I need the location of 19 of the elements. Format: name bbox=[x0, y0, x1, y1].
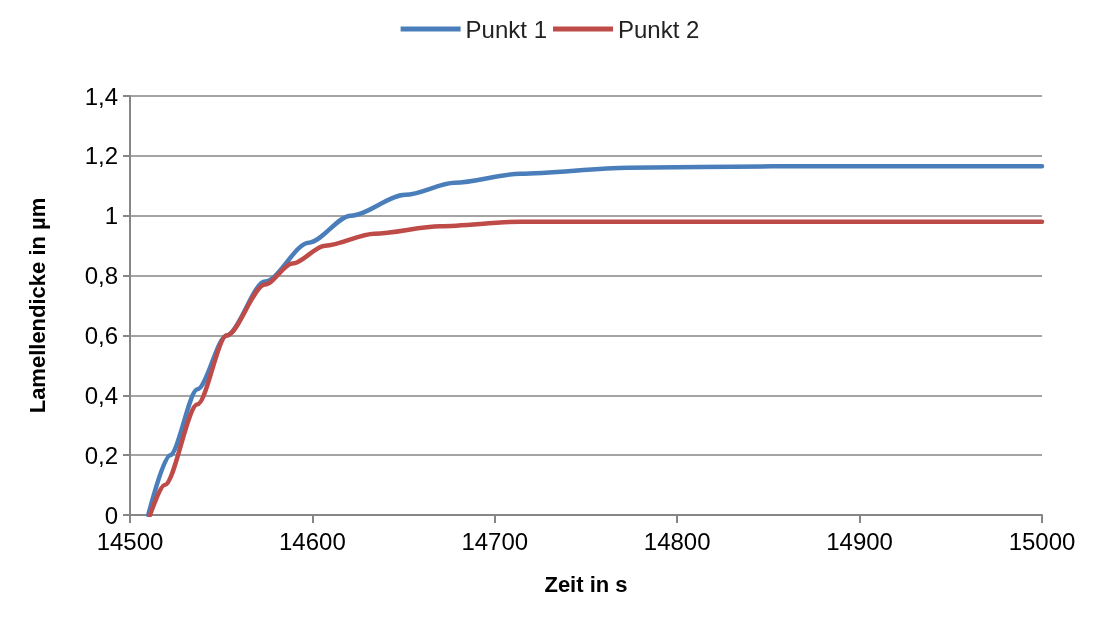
y-tick-label: 1,2 bbox=[84, 142, 118, 170]
y-tick-label: 0,2 bbox=[84, 441, 118, 469]
line-series bbox=[147, 219, 1045, 518]
legend-label: Punkt 1 bbox=[465, 15, 547, 43]
x-tick-label: 14800 bbox=[643, 527, 711, 555]
y-tick-label: 1 bbox=[104, 202, 118, 230]
x-tick-label: 14900 bbox=[826, 527, 893, 555]
y-tick-label: 0,4 bbox=[84, 381, 118, 409]
y-tick-label: 1,4 bbox=[84, 82, 118, 110]
x-tick-label: 15000 bbox=[1008, 527, 1076, 555]
x-axis-title: Zeit in s bbox=[544, 571, 628, 597]
x-tick-label: 14600 bbox=[279, 527, 346, 555]
y-tick-label: 0,6 bbox=[84, 321, 118, 349]
x-tick-label: 14700 bbox=[461, 527, 529, 555]
y-tick-label: 0 bbox=[104, 501, 118, 529]
y-axis-title: Lamellendicke in µm bbox=[24, 197, 50, 414]
legend-label: Punkt 2 bbox=[618, 15, 700, 43]
y-tick-label: 0,8 bbox=[84, 262, 118, 290]
x-tick-label: 14500 bbox=[96, 527, 164, 555]
